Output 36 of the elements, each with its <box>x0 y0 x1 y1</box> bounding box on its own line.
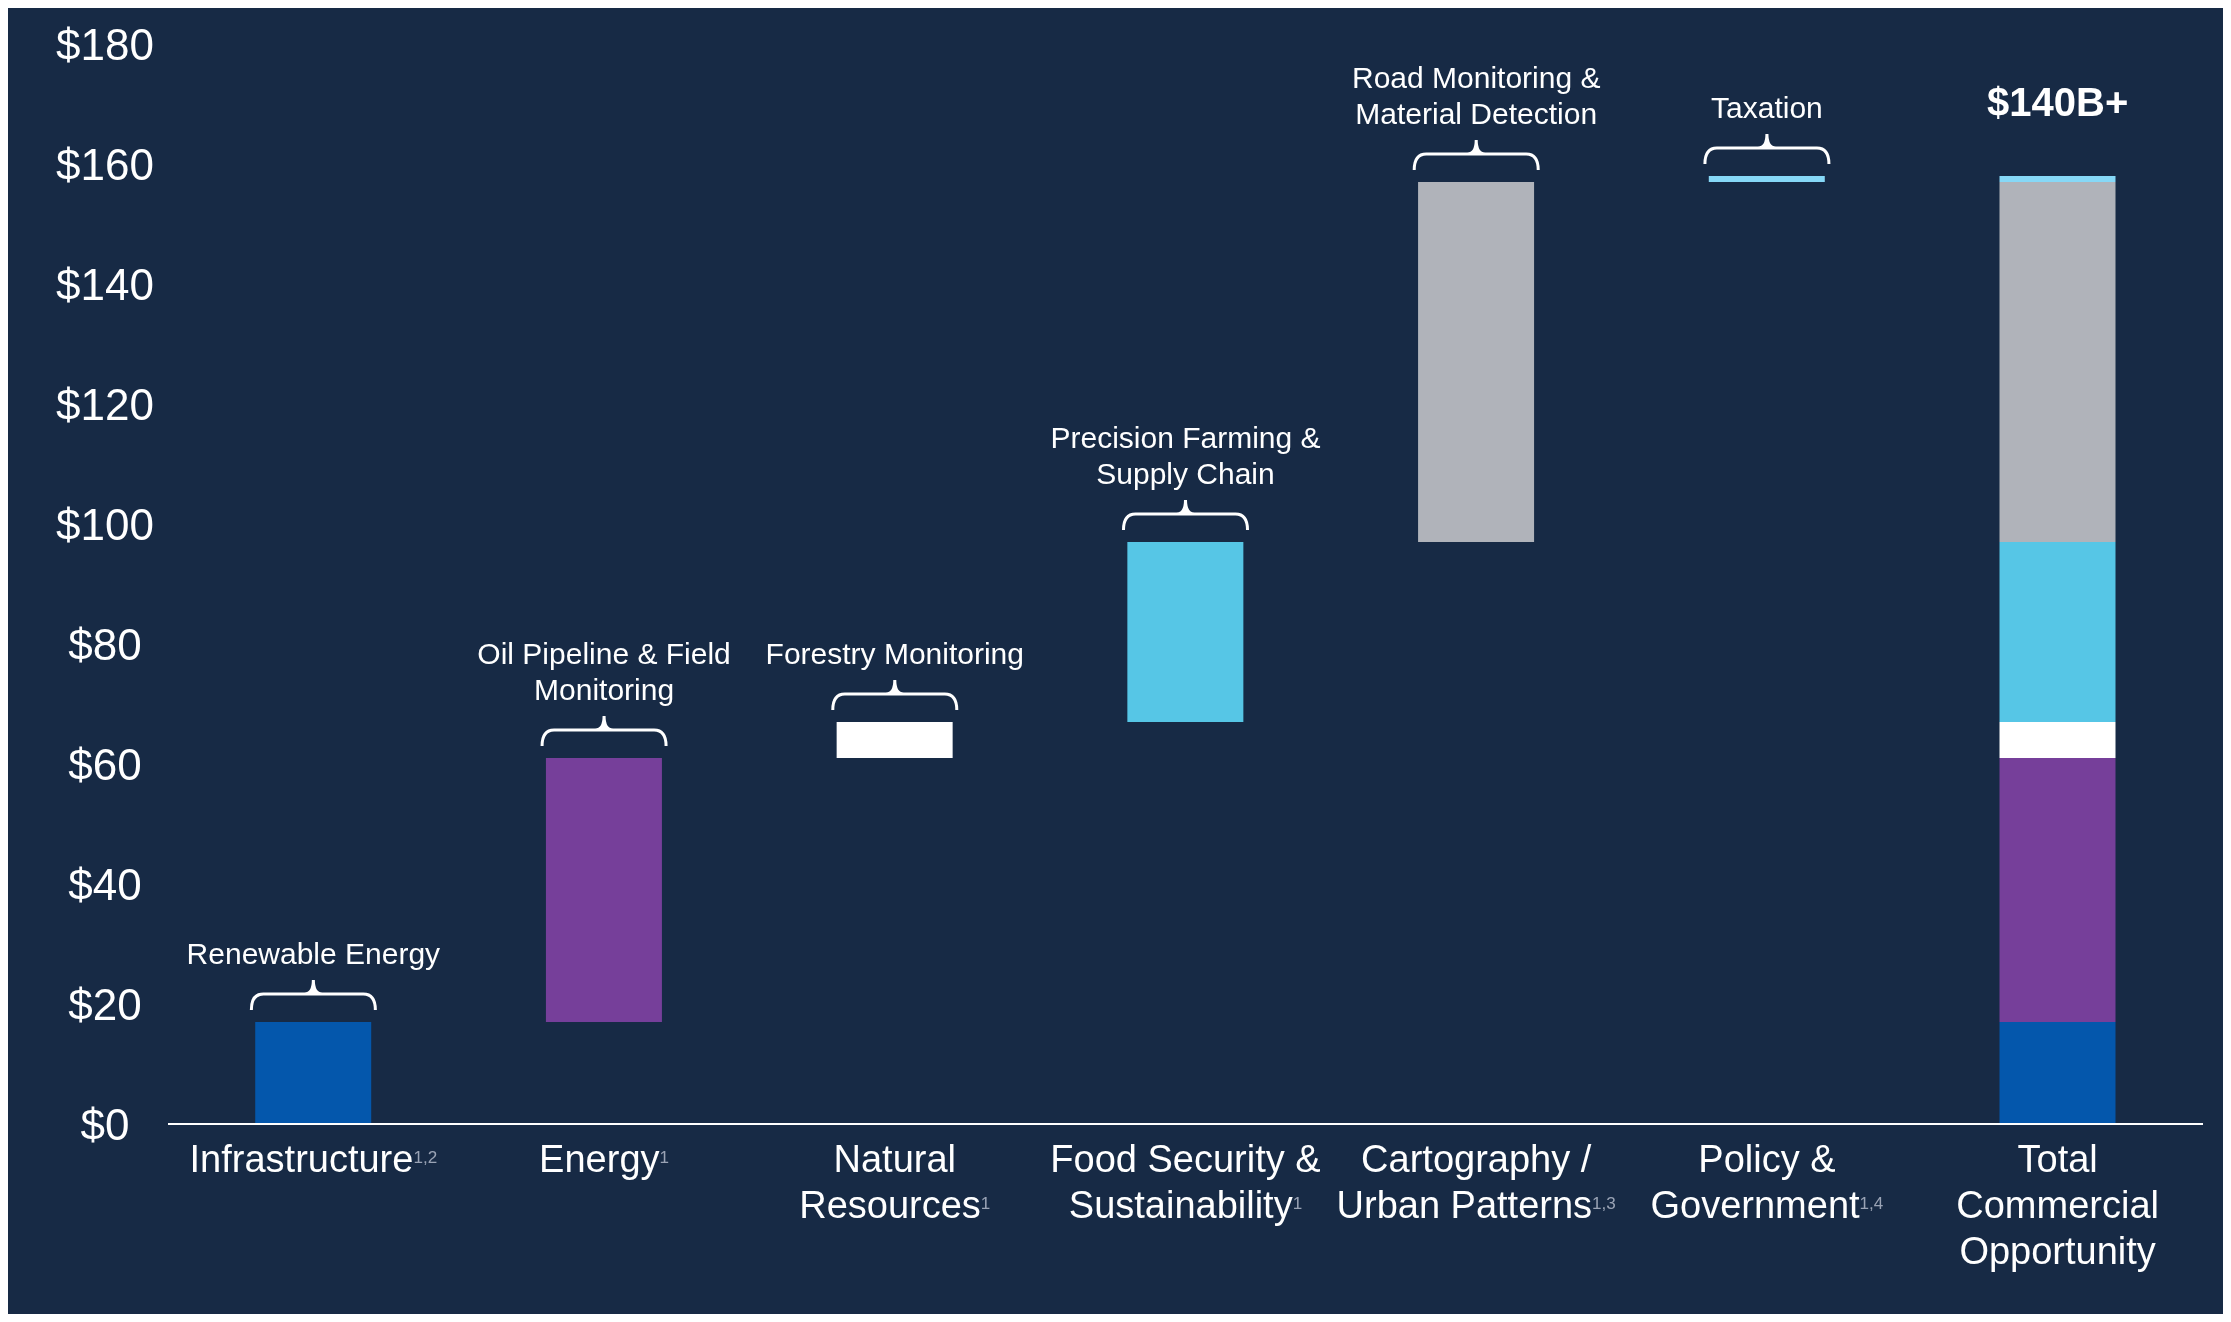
y-tick-label: $160 <box>56 139 154 189</box>
y-tick-label: $180 <box>56 19 154 69</box>
bar <box>836 722 953 758</box>
annotation: Precision Farming & Supply Chain <box>1050 421 1321 490</box>
annotation: Oil Pipeline & Field Monitoring <box>477 637 731 706</box>
x-tick-label: Natural Resources$^{1}$ <box>799 1138 991 1226</box>
x-tick-label: Energy$^{1}$ <box>539 1138 670 1180</box>
bar <box>1999 176 2116 182</box>
y-tick-label: $120 <box>56 379 154 429</box>
annotation: Forestry Monitoring <box>765 637 1024 670</box>
bar <box>1708 176 1825 182</box>
annotation: Renewable Energy <box>186 937 441 970</box>
x-tick-label: Cartography / Urban Patterns$^{1,3}$ <box>1336 1138 1616 1226</box>
y-tick-label: $40 <box>68 859 142 909</box>
y-tick-label: $60 <box>68 739 142 789</box>
annotation: Taxation <box>1711 91 1823 124</box>
y-tick-label: $20 <box>68 979 142 1029</box>
y-tick-label: $140 <box>56 259 154 309</box>
bar <box>1127 542 1244 722</box>
y-tick-label: $0 <box>80 1099 130 1149</box>
x-tick-label: Total Commercial Opportunity <box>1956 1138 2159 1272</box>
bar <box>255 1022 372 1124</box>
bar <box>1999 542 2116 722</box>
x-tick-label: Policy & Government$^{1,4}$ <box>1650 1138 1884 1226</box>
bar <box>1418 182 1535 542</box>
annotation: $140B+ <box>1987 80 2129 124</box>
y-tick-label: $100 <box>56 499 154 549</box>
bar <box>1999 1022 2116 1124</box>
bar <box>1999 182 2116 542</box>
x-tick-label: Food Security & Sustainability$^{1}$ <box>1050 1138 1321 1226</box>
annotation: Road Monitoring & Material Detection <box>1351 61 1601 130</box>
y-tick-label: $80 <box>68 619 142 669</box>
x-tick-label: Infrastructure$^{1,2}$ <box>189 1138 438 1180</box>
bar <box>545 758 662 1022</box>
bar <box>1999 758 2116 1022</box>
bar <box>1999 722 2116 758</box>
